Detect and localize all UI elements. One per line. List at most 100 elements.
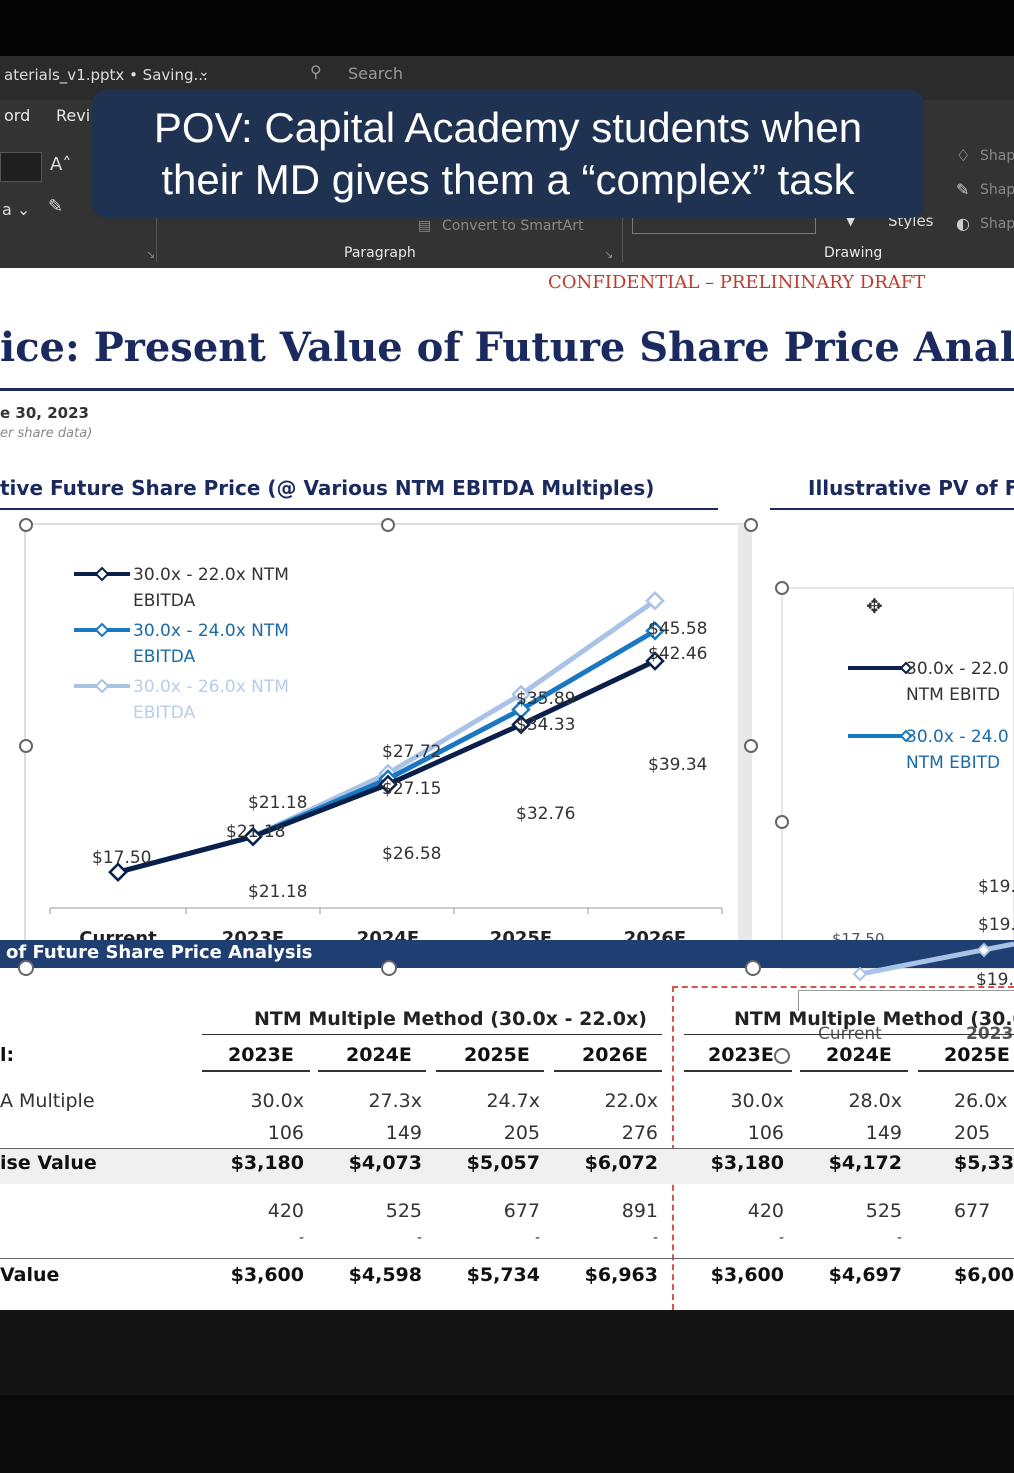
- table-cell: 891: [621, 1200, 658, 1222]
- chart-selection-box: [781, 587, 1014, 969]
- table-cell: 106: [267, 1122, 304, 1144]
- resize-handle: [19, 739, 33, 753]
- search-icon[interactable]: ⚲: [310, 62, 322, 81]
- shape-effects-icon[interactable]: ◐: [956, 214, 970, 233]
- legend-label-series-1: 30.0x - 22.0: [906, 659, 1009, 679]
- legend-marker: [899, 729, 913, 743]
- data-label: $21.18: [248, 793, 307, 813]
- resize-handle[interactable]: [745, 960, 761, 976]
- group-divider: [156, 212, 157, 262]
- table-cell: 149: [385, 1122, 422, 1144]
- left-year-2024: 2024E: [346, 1044, 412, 1066]
- data-point-marker: [645, 621, 665, 641]
- left-year-2026: 2026E: [582, 1044, 648, 1066]
- data-label: $39.34: [648, 755, 707, 775]
- resize-handle[interactable]: [18, 960, 34, 976]
- future-share-price-chart[interactable]: $17.50 $21.18 $21.18 $21.18 $27.72 $27.15 $26.…: [0, 518, 760, 948]
- tab-review[interactable]: Revi: [56, 106, 91, 125]
- enterprise-value-row-bg: [0, 1148, 1014, 1184]
- slide-canvas[interactable]: CONFIDENTIAL – PRELININARY DRAFT ice: Pr…: [0, 268, 1014, 1310]
- data-point-marker: [511, 699, 531, 720]
- row-rule: [0, 1148, 1014, 1149]
- table-cell: $5,734: [466, 1264, 540, 1286]
- units-note: er share data): [0, 426, 93, 441]
- data-label: $19.: [976, 970, 1014, 990]
- year-underline: [554, 1070, 662, 1072]
- table-cell: $5,330: [954, 1152, 1014, 1174]
- legend-label-series-2: 30.0x - 24.0x NTM: [133, 621, 289, 641]
- chevron-down-icon[interactable]: ▼: [846, 214, 856, 228]
- bottom-black-bar: [0, 1395, 1014, 1473]
- right-header-rule: [770, 508, 1014, 510]
- chart-resize-shadow: [738, 524, 752, 946]
- data-point-marker: [108, 862, 128, 882]
- caption-line-1: POV: Capital Academy students when: [153, 104, 863, 151]
- shape-outline-icon[interactable]: ✎: [956, 180, 970, 199]
- table-cell: 149: [865, 1122, 902, 1144]
- data-label: $19.: [978, 877, 1014, 897]
- left-year-2025: 2025E: [464, 1044, 530, 1066]
- resize-handle: [381, 518, 395, 532]
- row-label-multiple: A Multiple: [0, 1090, 95, 1112]
- legend-label-series-1: 30.0x - 22.0x NTM: [133, 565, 289, 585]
- file-name[interactable]: aterials_v1.pptx • Saving...: [4, 66, 208, 84]
- left-chart-header: tive Future Share Price (@ Various NTM E…: [0, 476, 655, 500]
- dashed-divider: [672, 986, 1014, 988]
- resize-handle: [19, 518, 33, 532]
- pv-chart-line-fragment: [852, 941, 1014, 982]
- shape-fill-button[interactable]: Shap: [980, 148, 1014, 164]
- table-cell: 205: [503, 1122, 540, 1144]
- series-line: [117, 598, 657, 875]
- table-cell: 28.0x: [848, 1090, 902, 1112]
- table-cell: -: [896, 1230, 902, 1246]
- table-cell: -: [416, 1230, 422, 1246]
- dialog-launcher-icon[interactable]: ↘: [146, 248, 156, 261]
- table-cell: 30.0x: [250, 1090, 304, 1112]
- search-input[interactable]: Search: [348, 64, 403, 83]
- convert-smartart-button[interactable]: Convert to SmartArt: [442, 218, 584, 234]
- year-underline: [918, 1070, 1014, 1072]
- table-cell: $6,072: [584, 1152, 658, 1174]
- table-cell: 420: [267, 1200, 304, 1222]
- tab-record[interactable]: ord: [4, 106, 31, 125]
- table-cell: $4,172: [828, 1152, 902, 1174]
- grow-font-button[interactable]: A˄: [50, 154, 72, 175]
- shape-outline-button[interactable]: Shap: [980, 182, 1014, 198]
- data-label: $27.72: [382, 742, 441, 762]
- resize-handle: [775, 581, 789, 595]
- year-underline: [800, 1070, 908, 1072]
- year-underline: [202, 1070, 310, 1072]
- data-point-marker: [378, 774, 398, 795]
- shape-effects-button[interactable]: Shap: [980, 216, 1014, 232]
- section-bar-title: of Future Share Price Analysis: [6, 942, 313, 963]
- slide-title[interactable]: ice: Present Value of Future Share Price…: [0, 324, 1014, 371]
- table-cell: $4,697: [828, 1264, 902, 1286]
- group-divider: [622, 212, 623, 262]
- data-point-marker: [645, 590, 665, 611]
- resize-handle[interactable]: [381, 960, 397, 976]
- dialog-launcher-icon[interactable]: ↘: [604, 248, 614, 261]
- legend-label-series-1-line2: NTM EBITD: [906, 685, 1000, 705]
- table-cell: $3,180: [230, 1152, 304, 1174]
- font-color-icon[interactable]: a ⌄: [2, 200, 31, 219]
- table-cell: -: [298, 1230, 304, 1246]
- section-bar: of Future Share Price Analysis: [0, 940, 1014, 968]
- as-of-date: e 30, 2023: [0, 404, 89, 422]
- pv-share-price-chart[interactable]: ✥ 30.0x - 22.0 NTM EBITD 30.0x - 24.0 NT…: [770, 568, 1014, 988]
- data-label: $26.58: [382, 844, 441, 864]
- legend-label-series-3-line2: EBITDA: [133, 703, 196, 723]
- table-cell: 27.3x: [368, 1090, 422, 1112]
- highlight-pen-icon[interactable]: ✎: [48, 196, 64, 217]
- chevron-down-icon[interactable]: ⌄: [198, 64, 210, 80]
- shape-fill-icon[interactable]: ♢: [956, 146, 971, 165]
- smartart-icon[interactable]: ▤: [418, 218, 432, 234]
- table-cell: 106: [747, 1122, 784, 1144]
- table-cell: $4,073: [348, 1152, 422, 1174]
- resize-handle[interactable]: [774, 1048, 790, 1064]
- font-size-box[interactable]: [0, 152, 42, 182]
- legend-label-series-3: 30.0x - 26.0x NTM: [133, 677, 289, 697]
- data-label: $27.15: [382, 779, 441, 799]
- table-cell: $5,057: [466, 1152, 540, 1174]
- legend-marker: [94, 678, 110, 694]
- left-table-title-rule: [202, 1034, 662, 1035]
